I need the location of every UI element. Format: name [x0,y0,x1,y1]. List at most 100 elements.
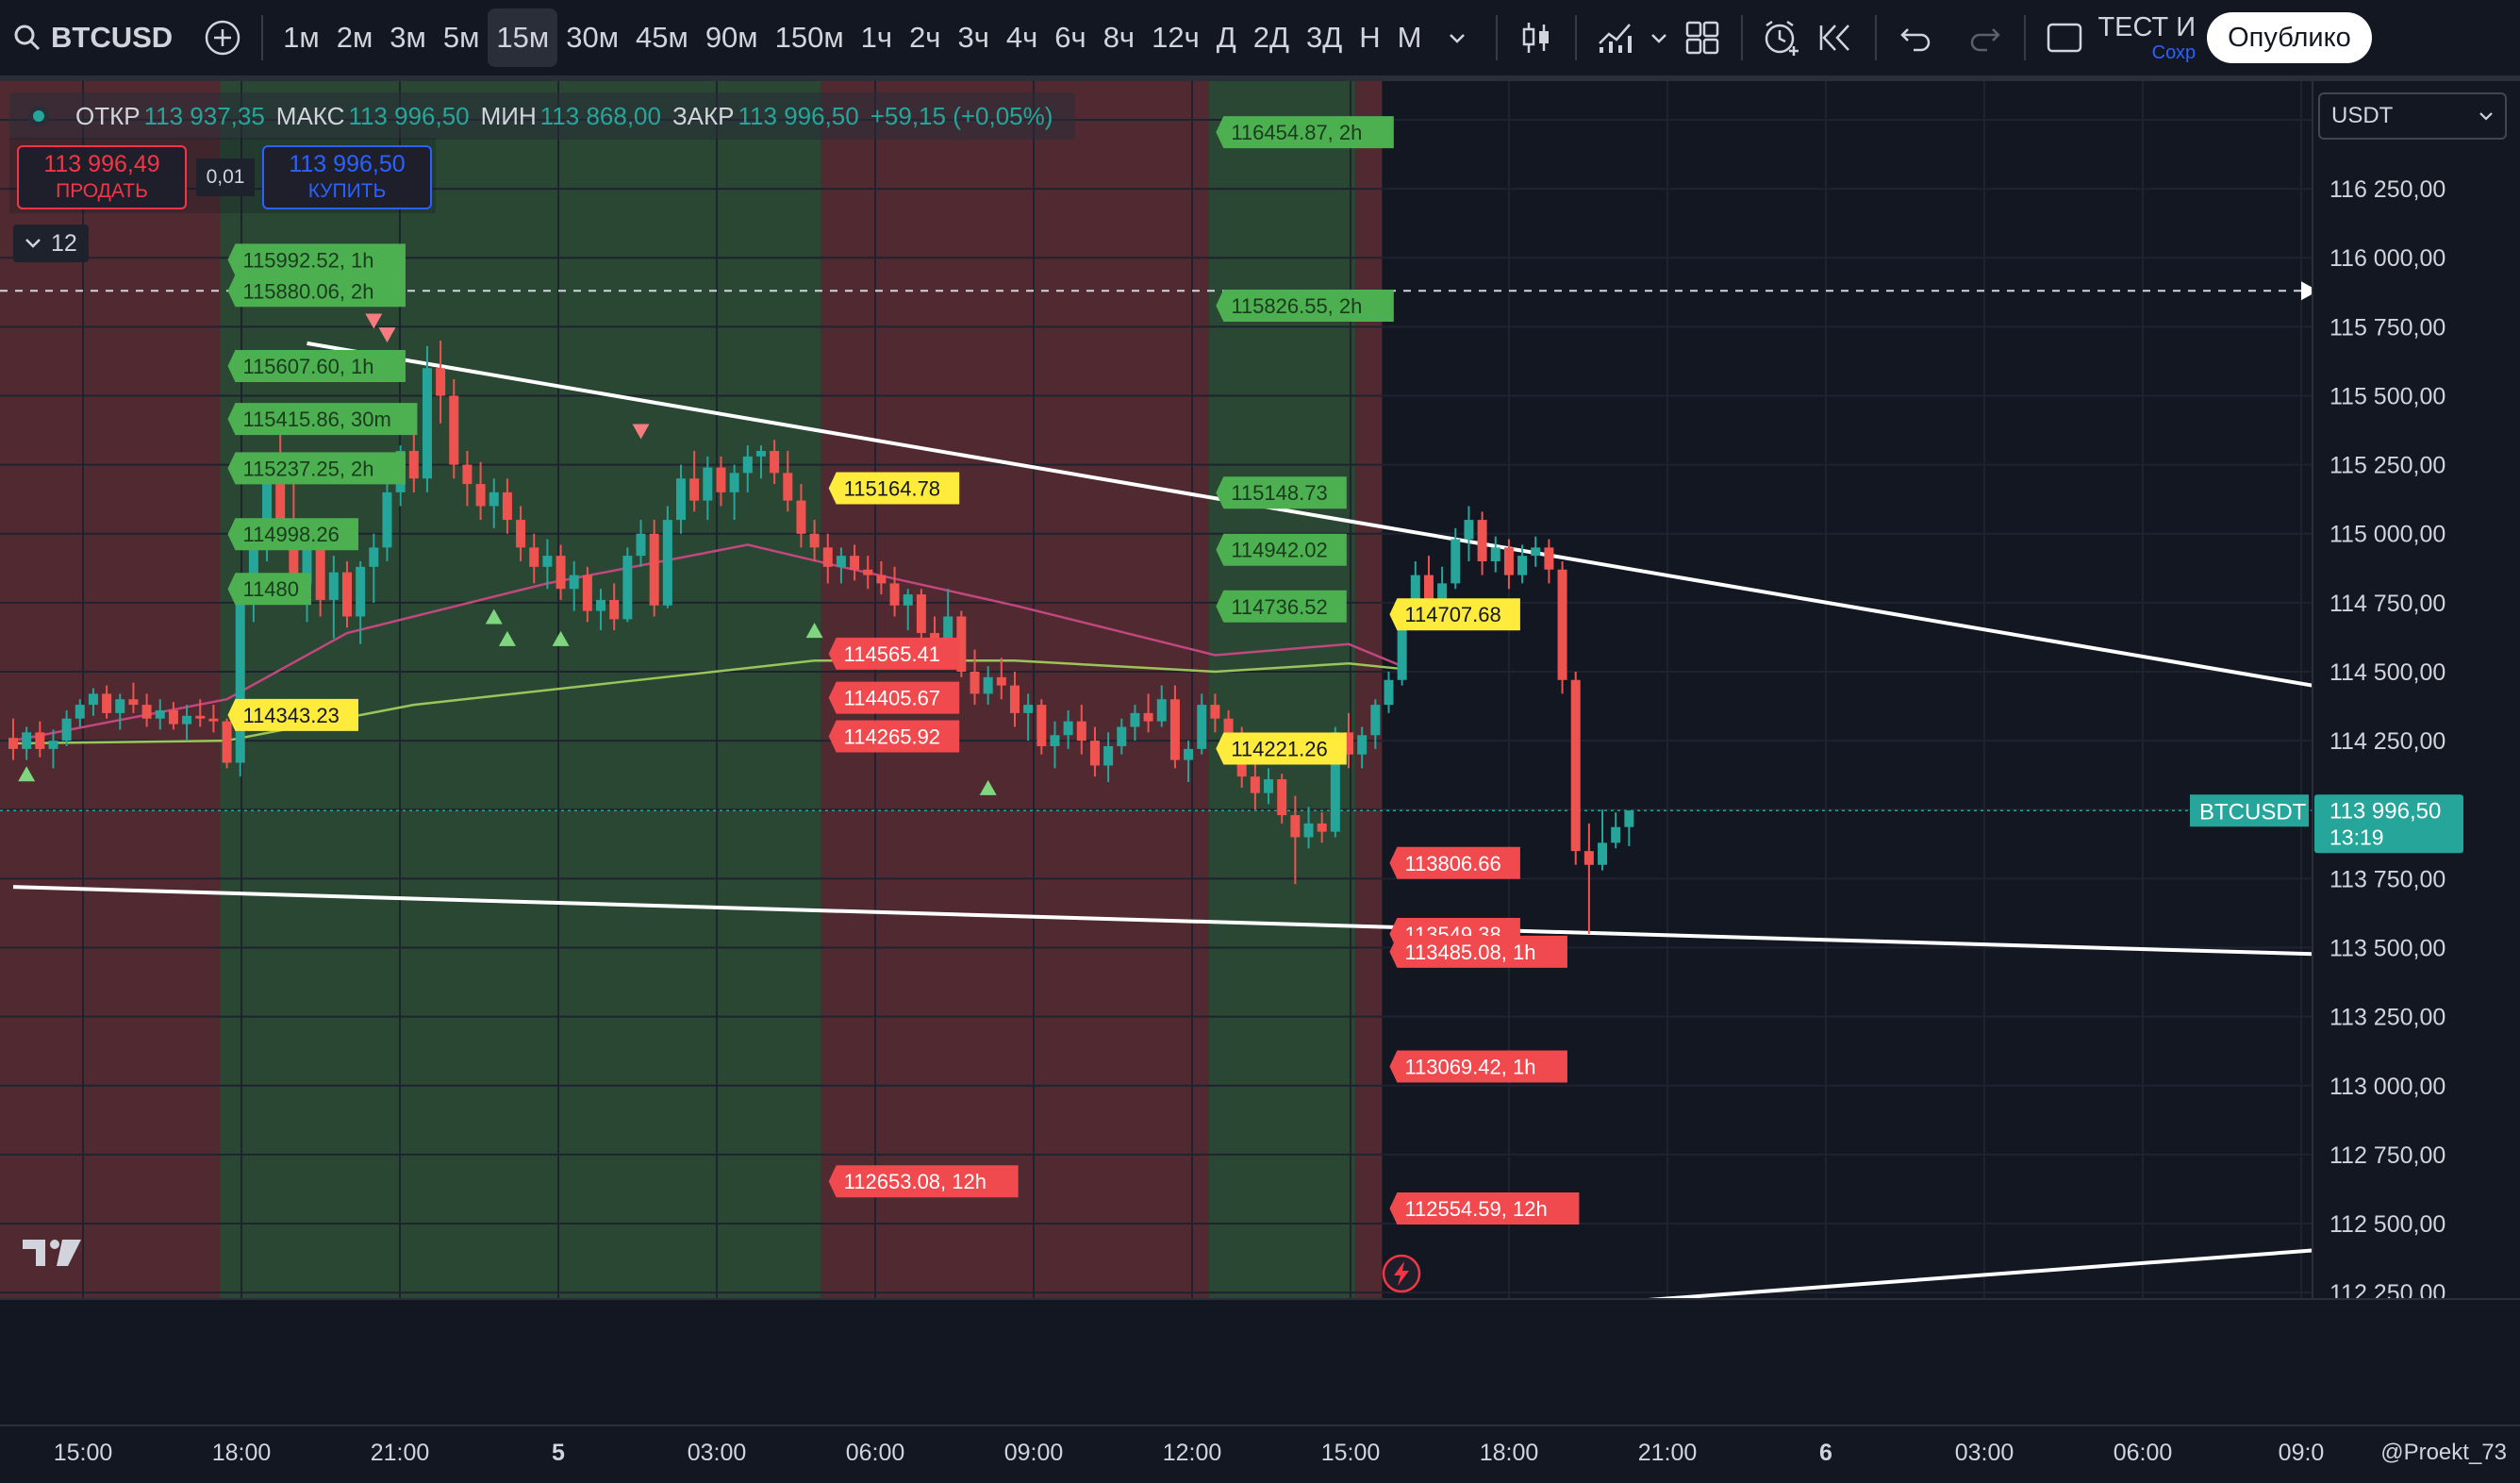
interval-button[interactable]: 3ч [957,21,989,54]
level-label-tag [1389,846,1520,879]
indicators-collapse-toggle[interactable]: 12 [13,225,89,262]
replay-button[interactable] [1809,8,1864,67]
interval-button[interactable]: 3Д [1305,21,1343,54]
interval-button[interactable]: 90м [705,21,758,54]
level-label: 116454.87, 2h [1216,116,1394,149]
change-value: +59,15 (+0,05%) [870,101,1053,130]
level-label-text: 113806.66 [1404,852,1500,875]
fullscreen-button[interactable] [2037,8,2092,67]
symbol-search[interactable]: BTCUSD [13,21,173,55]
candle-body [1384,679,1394,706]
candle-body [75,705,85,719]
time-axis-label: 18:00 [1479,1440,1539,1466]
layout-name[interactable]: ТЕСТ И Сохр [2097,11,2197,62]
candle-body [903,594,913,606]
quantity-field[interactable]: 0,01 [196,158,255,196]
layout-button[interactable] [1675,8,1730,67]
candle-body [61,718,72,742]
price-chart[interactable]: 115992.52, 1h 115880.06, 2h 115607.60, 1h 1… [0,81,2520,1298]
interval-button[interactable]: Д [1216,21,1236,54]
interval-button[interactable]: 2ч [909,21,941,54]
level-label-tag [1216,116,1394,149]
interval-button[interactable]: 1ч [860,21,893,54]
buy-signal-triangle [552,630,570,646]
indicators-dropdown[interactable] [1643,8,1675,67]
interval-button[interactable]: 2Д [1252,21,1289,54]
sell-button[interactable]: 113 996,49 ПРОДАТЬ [17,145,187,209]
candle-body [889,583,900,606]
interval-button[interactable]: 6ч [1054,21,1086,54]
buy-button[interactable]: 113 996,50 КУПИТЬ [262,145,432,209]
level-label-tag [1216,289,1394,322]
level-label-text: 114942.02 [1231,539,1327,562]
buy-label: КУПИТЬ [307,180,387,202]
candle-body [1089,741,1100,766]
interval-button[interactable]: Н [1359,21,1381,54]
level-label-text: 115164.78 [844,477,940,501]
level-label: 115415.86, 30m [227,403,418,436]
interval-dropdown[interactable] [1430,8,1484,67]
level-label-text: 115826.55, 2h [1231,294,1362,318]
interval-list: 1м 2м 3м 5м 15м 30м 45м 90м 150м 1ч 2ч 3ч 4ч 6ч 8ч 12ч Д… [274,8,1430,67]
interval-button[interactable]: 45м [636,21,688,54]
sell-label: ПРОДАТЬ [56,180,148,202]
candle-body [1169,699,1180,760]
interval-button[interactable]: 1м [283,21,320,54]
session-zone-green [1208,81,1356,1298]
candle-body [1477,520,1487,561]
level-label-tag [1216,476,1347,509]
time-axis[interactable]: 15:00 18:00 21:00 5 03:00 06:00 09:00 12:00 15:0… [0,1426,2520,1483]
sell-signal-triangle [632,424,650,440]
candle-body [302,536,312,584]
candle-body [569,575,579,590]
interval-button[interactable]: М [1397,21,1422,54]
layout-title: ТЕСТ И [2097,11,2197,42]
undo-button[interactable] [1888,8,1943,67]
candle-body [516,520,526,548]
currency-select[interactable]: USDT [2318,92,2507,140]
quick-trade-panel: 113 996,49 ПРОДАТЬ 0,01 113 996,50 КУПИТ… [9,138,436,213]
publish-button[interactable]: Опублико [2207,12,2372,63]
alert-button[interactable] [1754,8,1809,67]
indicators-count: 12 [51,229,77,257]
candle-body [275,484,286,521]
interval-button[interactable]: 4ч [1005,21,1038,54]
interval-button[interactable]: 30м [566,21,620,54]
candle-body [542,556,553,567]
interval-button[interactable]: 15м [488,8,558,67]
sell-signal-triangle [378,327,396,343]
level-label: 114265.92 [828,720,960,753]
candle-body [716,467,726,492]
interval-button[interactable]: 3м [390,21,426,54]
level-label-text: 115148.73 [1231,481,1327,505]
candle-body [850,556,860,570]
price-axis-tick: 116 000,00 [2329,245,2445,272]
interval-button[interactable]: 2м [336,21,373,54]
level-label-tag [227,452,406,485]
candle-body [1277,779,1287,816]
indicators-button[interactable] [1588,8,1643,67]
chevron-down-icon [1450,34,1466,43]
interval-button[interactable]: 5м [442,21,480,54]
candle-body [155,709,165,719]
chart-type-button[interactable] [1509,8,1564,67]
interval-button[interactable]: 12ч [1152,21,1200,54]
visibility-toggle[interactable] [28,106,49,126]
author-watermark: @Proekt_73 [2380,1440,2507,1465]
chevron-down-icon [25,239,41,248]
buy-signal-triangle [485,608,503,625]
price-axis-tick: 112 500,00 [2329,1211,2445,1238]
tradingview-logo-icon[interactable] [21,1236,83,1270]
compare-add-button[interactable] [195,8,250,67]
candle-body [436,368,446,396]
level-label: 114707.68 [1389,598,1520,631]
window-icon [2048,23,2082,53]
level-label-text: 114998.26 [242,523,339,546]
level-label-text: 115237.25, 2h [242,457,373,480]
candle-body [609,599,620,620]
interval-button[interactable]: 8ч [1102,21,1136,54]
level-label: 115992.52, 1h [227,243,406,276]
redo-button[interactable] [1958,8,2013,67]
lightning-icon[interactable] [1381,1253,1422,1294]
interval-button[interactable]: 150м [774,21,844,54]
